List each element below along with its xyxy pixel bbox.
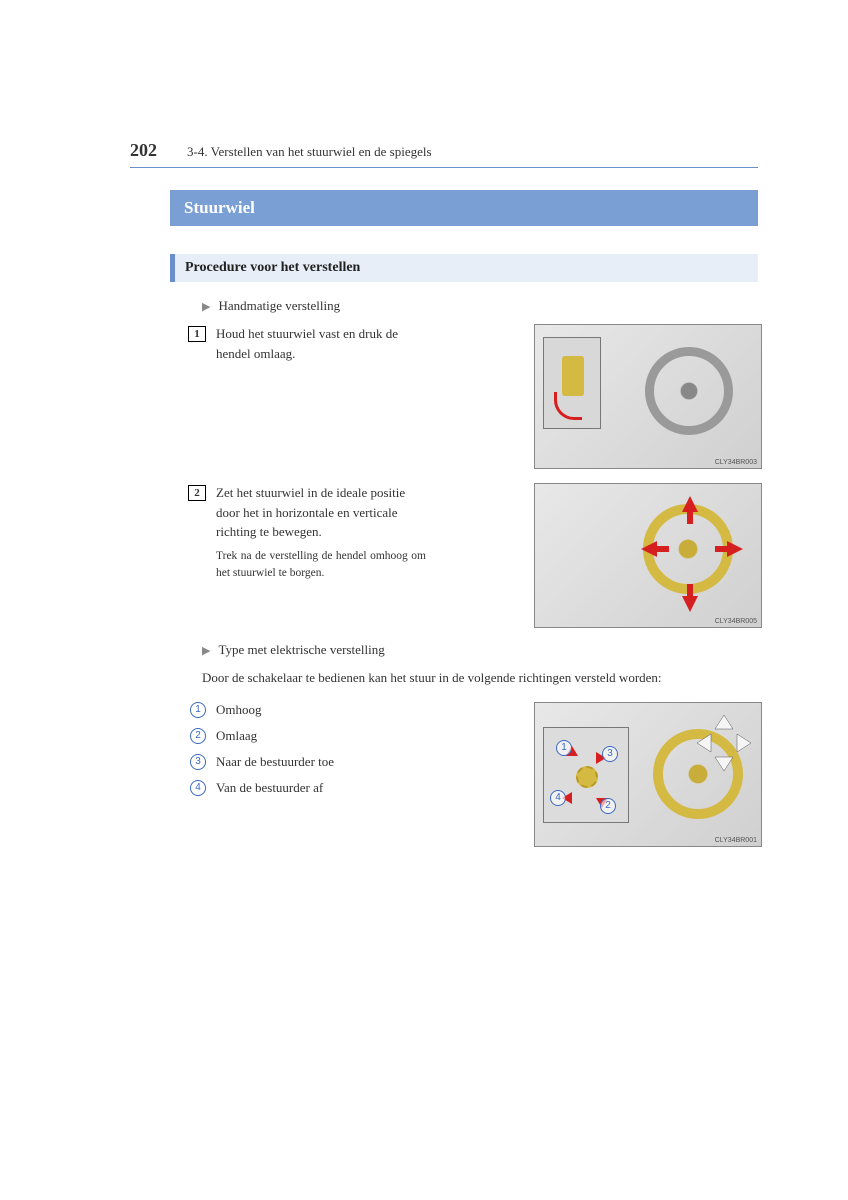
electric-subtype-row: ▶ Type met elektrische verstelling bbox=[202, 642, 758, 658]
figure-id: CLY34BR005 bbox=[715, 618, 757, 625]
direction-item-2: 2 Omlaag bbox=[190, 728, 428, 744]
direction-number: 1 bbox=[190, 702, 206, 718]
figure-inset: 1 3 4 2 bbox=[543, 727, 629, 823]
step-number-box: 2 bbox=[188, 485, 206, 501]
figure-id: CLY34BR001 bbox=[715, 837, 757, 844]
manual-subtype-label: Handmatige verstelling bbox=[218, 298, 340, 314]
figure-id: CLY34BR003 bbox=[715, 459, 757, 466]
direction-item-4: 4 Van de bestuurder af bbox=[190, 780, 428, 796]
lever-icon bbox=[562, 356, 584, 396]
step-2-text: Zet het stuurwiel in de ideale positie d… bbox=[216, 483, 426, 542]
step-2-text-col: Zet het stuurwiel in de ideale positie d… bbox=[216, 483, 426, 582]
direction-item-1: 1 Omhoog bbox=[190, 702, 428, 718]
figure-3: 1 3 4 2 CLY34BR001 bbox=[534, 702, 762, 847]
section-header: Procedure voor het verstellen bbox=[170, 254, 758, 282]
step-1-text: Houd het stuurwiel vast en druk de hende… bbox=[216, 324, 426, 363]
steering-wheel-icon bbox=[645, 347, 733, 435]
direction-arrows-icon bbox=[535, 484, 763, 629]
direction-label: Naar de bestuurder toe bbox=[216, 754, 334, 770]
page-header: 202 3-4. Verstellen van het stuurwiel en… bbox=[130, 140, 758, 168]
direction-number: 3 bbox=[190, 754, 206, 770]
step-1: 1 Houd het stuurwiel vast en druk de hen… bbox=[188, 324, 426, 363]
callout-1: 1 bbox=[556, 740, 572, 756]
figure-1: CLY34BR003 bbox=[534, 324, 762, 469]
figure-inset bbox=[543, 337, 601, 429]
callout-4: 4 bbox=[550, 790, 566, 806]
direction-label: Van de bestuurder af bbox=[216, 780, 323, 796]
direction-number: 4 bbox=[190, 780, 206, 796]
step-2: 2 Zet het stuurwiel in de ideale positie… bbox=[188, 483, 426, 582]
step-2-subtext: Trek na de verstelling de hendel omhoog … bbox=[216, 548, 426, 583]
step-number-box: 1 bbox=[188, 326, 206, 342]
direction-label: Omhoog bbox=[216, 702, 262, 718]
manual-subtype-row: ▶ Handmatige verstelling bbox=[202, 298, 758, 314]
step-2-row: 2 Zet het stuurwiel in de ideale positie… bbox=[188, 483, 758, 628]
figure-2: CLY34BR005 bbox=[534, 483, 762, 628]
page: 202 3-4. Verstellen van het stuurwiel en… bbox=[0, 0, 848, 921]
electric-intro: Door de schakelaar te bedienen kan het s… bbox=[202, 668, 758, 688]
triangle-icon: ▶ bbox=[202, 300, 210, 313]
chapter-title: 3-4. Verstellen van het stuurwiel en de … bbox=[187, 144, 432, 160]
white-arrows-icon bbox=[689, 713, 759, 773]
direction-number: 2 bbox=[190, 728, 206, 744]
step-1-row: 1 Houd het stuurwiel vast en druk de hen… bbox=[188, 324, 758, 469]
callout-3: 3 bbox=[602, 746, 618, 762]
callout-2: 2 bbox=[600, 798, 616, 814]
page-number: 202 bbox=[130, 140, 157, 161]
down-arrow-icon bbox=[554, 392, 582, 420]
direction-label: Omlaag bbox=[216, 728, 257, 744]
direction-list: 1 Omhoog 2 Omlaag 3 Naar de bestuurder t… bbox=[190, 702, 428, 806]
electric-row: 1 Omhoog 2 Omlaag 3 Naar de bestuurder t… bbox=[188, 702, 758, 847]
main-title: Stuurwiel bbox=[170, 190, 758, 226]
content-area: ▶ Handmatige verstelling 1 Houd het stuu… bbox=[188, 298, 758, 847]
electric-subtype-label: Type met elektrische verstelling bbox=[218, 642, 384, 658]
triangle-icon: ▶ bbox=[202, 644, 210, 657]
direction-item-3: 3 Naar de bestuurder toe bbox=[190, 754, 428, 770]
